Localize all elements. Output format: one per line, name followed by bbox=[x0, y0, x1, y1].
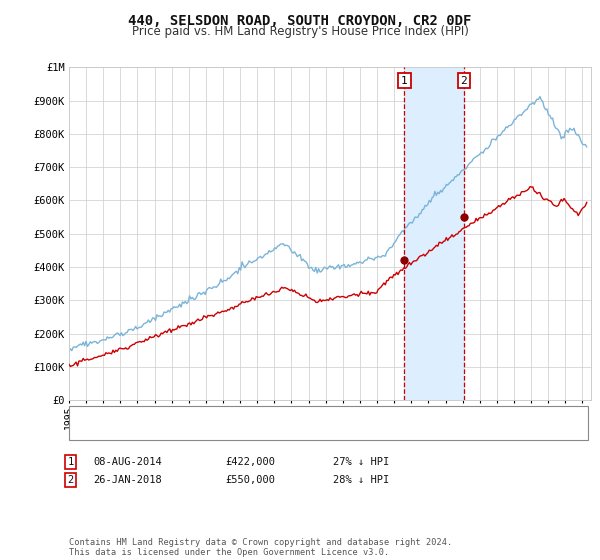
Text: £550,000: £550,000 bbox=[225, 475, 275, 485]
Text: 26-JAN-2018: 26-JAN-2018 bbox=[93, 475, 162, 485]
Text: 1: 1 bbox=[68, 457, 74, 467]
Text: 28% ↓ HPI: 28% ↓ HPI bbox=[333, 475, 389, 485]
Text: 1: 1 bbox=[401, 76, 408, 86]
Text: 08-AUG-2014: 08-AUG-2014 bbox=[93, 457, 162, 467]
Text: 440, SELSDON ROAD, SOUTH CROYDON, CR2 0DF (detached house): 440, SELSDON ROAD, SOUTH CROYDON, CR2 0D… bbox=[110, 411, 451, 421]
Text: 440, SELSDON ROAD, SOUTH CROYDON, CR2 0DF: 440, SELSDON ROAD, SOUTH CROYDON, CR2 0D… bbox=[128, 14, 472, 28]
Text: 2: 2 bbox=[68, 475, 74, 485]
Bar bbox=[404, 67, 464, 400]
Text: 2: 2 bbox=[460, 76, 467, 86]
Text: 27% ↓ HPI: 27% ↓ HPI bbox=[333, 457, 389, 467]
Text: £422,000: £422,000 bbox=[225, 457, 275, 467]
Text: Contains HM Land Registry data © Crown copyright and database right 2024.
This d: Contains HM Land Registry data © Crown c… bbox=[69, 538, 452, 557]
Text: HPI: Average price, detached house, Croydon: HPI: Average price, detached house, Croy… bbox=[110, 426, 362, 436]
Text: Price paid vs. HM Land Registry's House Price Index (HPI): Price paid vs. HM Land Registry's House … bbox=[131, 25, 469, 38]
